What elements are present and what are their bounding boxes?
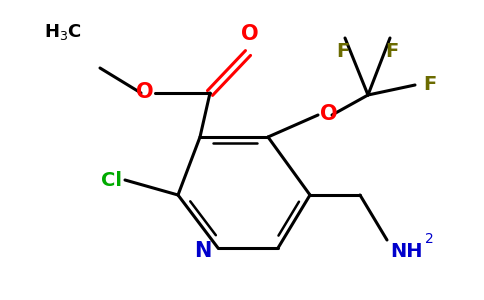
Text: O: O bbox=[320, 104, 338, 124]
Text: F: F bbox=[336, 42, 349, 61]
Text: O: O bbox=[241, 24, 259, 44]
Text: H$_3$C: H$_3$C bbox=[44, 22, 82, 42]
Text: F: F bbox=[385, 42, 399, 61]
Text: 2: 2 bbox=[425, 232, 434, 246]
Text: N: N bbox=[195, 241, 212, 261]
Text: O: O bbox=[136, 82, 154, 102]
Text: Cl: Cl bbox=[101, 170, 122, 190]
Text: NH: NH bbox=[390, 242, 423, 261]
Text: F: F bbox=[423, 76, 436, 94]
